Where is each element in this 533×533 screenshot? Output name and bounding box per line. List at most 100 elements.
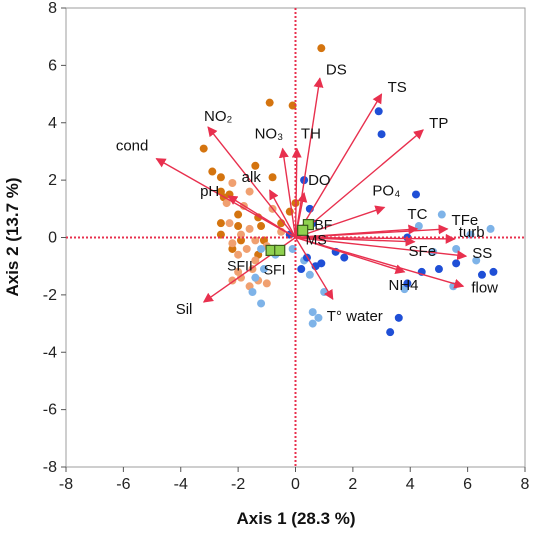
light-orange-point <box>228 239 237 248</box>
y-tick-label: 0 <box>48 230 57 247</box>
vector-label: DS <box>326 61 347 78</box>
vector-arrow <box>227 195 296 239</box>
light-blue-point <box>257 244 266 253</box>
x-tick-label: 4 <box>406 476 415 493</box>
vector-label: TC <box>407 206 427 223</box>
y-tick-label: 2 <box>48 172 57 189</box>
vector-label: pH <box>200 183 219 200</box>
dark-orange-point <box>251 161 260 170</box>
vector-label: SS <box>472 245 492 262</box>
vector-arrow <box>294 77 324 238</box>
vector-label: NO₃ <box>255 126 284 143</box>
dark-orange-point <box>317 44 326 53</box>
light-blue-point <box>257 299 266 308</box>
dark-blue-point <box>452 259 461 268</box>
vector-label: flow <box>471 279 498 296</box>
vector-arrow <box>295 236 468 261</box>
y-tick-label: 8 <box>48 0 57 17</box>
dark-orange-point <box>234 222 243 231</box>
light-blue-point <box>308 319 317 328</box>
vector-label: TS <box>388 79 407 96</box>
vector-arrow <box>295 224 449 239</box>
dark-blue-point <box>386 328 395 337</box>
dark-blue-point <box>317 259 326 268</box>
site-marker <box>302 218 315 231</box>
light-blue-point <box>472 256 481 265</box>
vector-arrow <box>155 158 296 239</box>
site-label: SFII <box>227 257 253 273</box>
dark-orange-point <box>257 222 266 231</box>
x-axis-title: Axis 1 (28.3 %) <box>236 509 355 528</box>
light-blue-point <box>452 244 461 253</box>
dark-blue-point <box>394 313 403 322</box>
site-label: MS <box>306 231 327 247</box>
dark-orange-point <box>234 210 243 219</box>
light-orange-point <box>245 224 254 233</box>
y-tick-label: -6 <box>43 402 57 419</box>
dark-blue-point <box>403 279 412 288</box>
vector-label: SFe <box>409 243 437 260</box>
light-blue-point <box>466 230 475 239</box>
dark-blue-point <box>434 265 443 274</box>
x-tick-label: -8 <box>59 476 73 493</box>
vector-label: TFe <box>452 212 479 229</box>
vector-label: DO <box>308 172 331 189</box>
light-blue-point <box>437 210 446 219</box>
dark-blue-point <box>374 107 383 116</box>
site-marker <box>297 224 309 236</box>
dark-blue-point <box>377 130 386 139</box>
light-blue-point <box>259 265 268 274</box>
x-tick-label: -2 <box>231 476 245 493</box>
vector-label: turb <box>459 224 485 241</box>
dark-orange-point <box>265 98 274 107</box>
dark-blue-point <box>489 267 498 276</box>
vector-arrow <box>278 147 297 238</box>
vector-arrow <box>295 129 424 239</box>
vector-label: NH4 <box>389 277 419 294</box>
x-tick-label: 0 <box>291 476 300 493</box>
dark-orange-point <box>216 173 225 182</box>
vector-label: alk <box>242 169 262 186</box>
dark-blue-point <box>411 190 420 199</box>
vector-label: NO₂ <box>204 108 233 125</box>
vector-arrow <box>207 126 297 238</box>
site-markers <box>265 218 315 257</box>
vector-label: cond <box>116 138 149 155</box>
site-label: BF <box>314 217 332 233</box>
light-blue-point <box>314 313 323 322</box>
light-orange-point <box>251 256 260 265</box>
site-label: SFI <box>264 261 286 277</box>
y-tick-label: 6 <box>48 57 57 74</box>
dark-orange-point <box>268 173 277 182</box>
zero-lines <box>66 8 525 467</box>
y-tick-label: -8 <box>43 459 57 476</box>
y-axis-title: Axis 2 (13.7 %) <box>3 177 22 296</box>
dark-orange-point <box>208 167 217 176</box>
vector-arrow <box>294 93 383 238</box>
vector-label: T° water <box>327 308 383 325</box>
light-blue-point <box>486 224 495 233</box>
y-tick-label: -4 <box>43 344 57 361</box>
dark-orange-point <box>216 219 225 228</box>
vector-arrow <box>294 192 308 238</box>
vector-label: TH <box>301 126 321 143</box>
x-tick-label: 2 <box>348 476 357 493</box>
x-tick-label: -4 <box>174 476 188 493</box>
light-orange-point <box>245 187 254 196</box>
x-tick-label: 6 <box>463 476 472 493</box>
y-tick-label: 4 <box>48 115 57 132</box>
light-blue-point <box>305 270 314 279</box>
vector-arrow <box>295 236 406 274</box>
dark-blue-point <box>340 253 349 262</box>
light-orange-point <box>251 236 260 245</box>
vector-arrow <box>269 189 297 238</box>
vector-label: Sil <box>176 301 193 318</box>
light-orange-point <box>262 279 271 288</box>
x-axis-ticks: -8 -6 -4 -2 0 2 4 6 8 <box>59 467 530 493</box>
y-tick-label: -2 <box>43 287 57 304</box>
dark-orange-point <box>228 244 237 253</box>
x-tick-label: -6 <box>116 476 130 493</box>
light-orange-point <box>242 244 251 253</box>
light-blue-point <box>288 244 297 253</box>
